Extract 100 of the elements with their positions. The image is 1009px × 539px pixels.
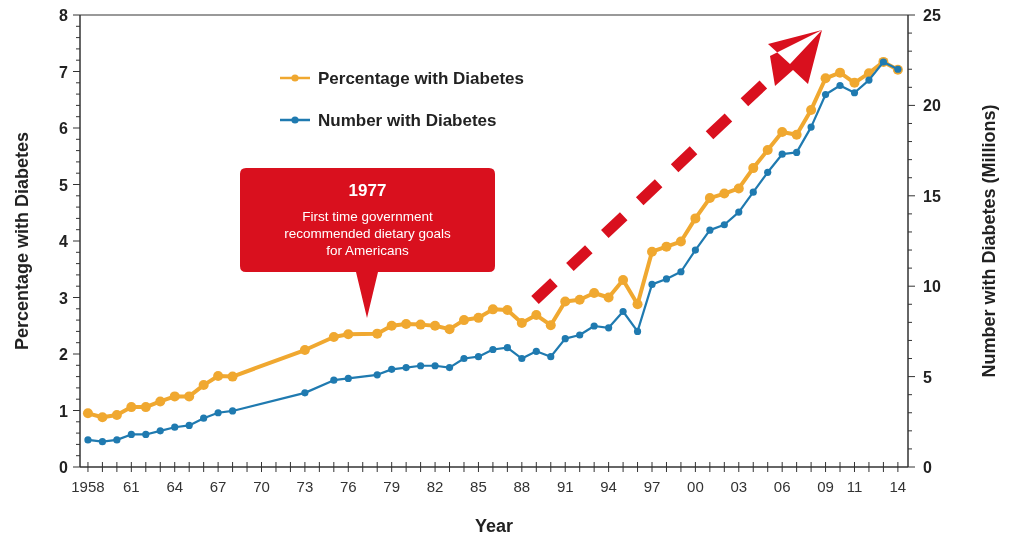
point	[618, 274, 629, 285]
point	[98, 438, 107, 446]
point	[142, 430, 150, 439]
point	[690, 213, 701, 224]
point	[762, 145, 773, 156]
point	[185, 421, 193, 430]
point	[576, 331, 584, 339]
x-tick-label: 06	[773, 478, 791, 495]
point	[431, 362, 439, 370]
y-tick-label: 6	[59, 120, 69, 137]
x-tick-label: 70	[253, 478, 270, 495]
point	[706, 226, 714, 234]
point	[415, 319, 426, 330]
point	[127, 430, 135, 439]
point	[401, 319, 412, 330]
y2-tick-label: 0	[923, 459, 932, 476]
x-tick-label: 09	[817, 478, 834, 495]
x-tick-label: 64	[166, 478, 184, 495]
point	[503, 344, 511, 352]
point	[719, 188, 730, 199]
x-tick-label: 76	[339, 478, 357, 495]
point	[836, 81, 844, 90]
point	[532, 347, 540, 355]
point	[473, 312, 484, 323]
x-tick-label: 94	[600, 478, 617, 495]
point	[82, 408, 93, 419]
y-tick-label: 0	[59, 459, 69, 476]
point	[589, 287, 600, 298]
x-tick-label: 67	[209, 478, 227, 495]
point	[849, 77, 860, 88]
point	[807, 123, 815, 131]
point	[733, 183, 744, 194]
point	[97, 412, 108, 423]
point	[648, 280, 656, 288]
point	[865, 76, 873, 84]
point	[764, 168, 772, 176]
point	[140, 402, 151, 413]
point	[778, 150, 786, 158]
x-tick-label: 61	[123, 478, 140, 495]
point	[735, 208, 743, 216]
y2-tick-label: 5	[923, 368, 932, 386]
point	[677, 268, 685, 276]
point	[605, 324, 613, 332]
point	[632, 299, 643, 310]
point	[111, 410, 122, 421]
point	[720, 221, 728, 229]
point	[691, 246, 699, 254]
point	[474, 353, 483, 361]
point	[227, 371, 238, 382]
point	[373, 371, 381, 379]
point	[445, 363, 454, 372]
y-tick-label: 8	[59, 7, 69, 24]
x-tick-label: 14	[889, 478, 907, 495]
point	[806, 104, 817, 115]
legend-label: Percentage with Diabetes	[318, 69, 524, 88]
x-tick-label: 73	[296, 478, 314, 495]
x-tick-label: 00	[687, 478, 704, 495]
point	[661, 241, 672, 252]
point	[430, 320, 441, 331]
point	[171, 423, 179, 431]
y-tick-label: 2	[59, 346, 69, 363]
point	[704, 193, 715, 204]
x-tick-label: 03	[730, 478, 748, 495]
point	[458, 315, 469, 326]
point	[343, 329, 354, 340]
point	[821, 90, 830, 99]
point	[299, 345, 310, 356]
point	[531, 310, 542, 321]
x-tick-label: 88	[513, 478, 531, 495]
point	[574, 294, 585, 305]
point	[198, 380, 209, 391]
point	[301, 389, 309, 397]
point	[184, 391, 195, 402]
x-tick-label: 97	[643, 478, 661, 495]
y2-axis-title: Number with Diabetes (Millions)	[979, 104, 999, 378]
point	[169, 391, 180, 402]
point	[749, 188, 757, 196]
y-tick-label: 7	[59, 63, 69, 81]
x-tick-label: 82	[426, 478, 444, 495]
point	[560, 296, 571, 307]
point	[502, 304, 513, 315]
x-axis-title: Year	[474, 516, 514, 536]
point	[547, 353, 555, 361]
point	[113, 436, 121, 444]
point	[647, 246, 658, 257]
point	[487, 304, 498, 315]
point	[330, 376, 338, 384]
y2-tick-label: 20	[923, 97, 941, 115]
point	[675, 236, 686, 247]
point	[460, 354, 468, 363]
point	[126, 402, 137, 413]
point	[155, 396, 166, 407]
point	[372, 328, 383, 339]
x-tick-label: 11	[846, 478, 863, 495]
point	[417, 362, 425, 370]
y-axis-title: Percentage with Diabetes	[12, 131, 32, 351]
point	[603, 292, 614, 303]
point	[344, 374, 352, 383]
x-tick-label: 85	[470, 478, 487, 495]
point	[228, 407, 237, 415]
